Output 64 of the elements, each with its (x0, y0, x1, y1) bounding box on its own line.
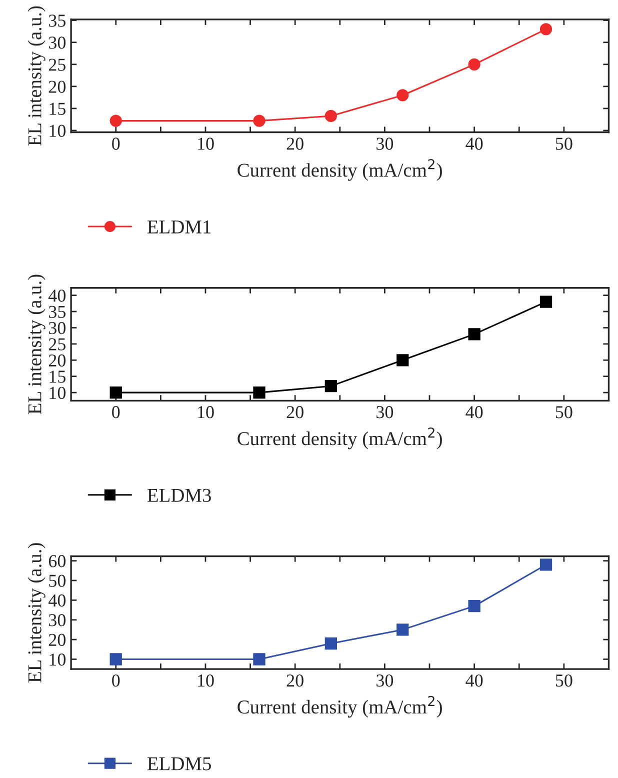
y-tick-label: 35 (49, 306, 66, 318)
y-tick-label: 10 (50, 386, 66, 400)
point (540, 23, 552, 36)
point (110, 653, 122, 666)
x-axis-title: Current density (mA/cm$^{2}$) (238, 696, 442, 718)
point (468, 328, 480, 340)
y-tick-label: 10 (50, 124, 66, 137)
point (253, 114, 266, 127)
y-tick-label: 10 (50, 653, 66, 666)
x-tick-label: 20 (286, 138, 304, 150)
x-tick-label: 20 (286, 674, 304, 687)
y-tick-label: 20 (48, 634, 66, 646)
x-tick-label: 10 (198, 406, 214, 418)
y-tick-label: 30 (49, 322, 66, 334)
point (468, 600, 480, 612)
x-tick-label: 40 (466, 406, 483, 418)
x-tick-label: 30 (376, 138, 394, 150)
x-tick-label: 40 (466, 138, 483, 150)
y-tick-label: 60 (48, 555, 66, 568)
y-tick-label: 25 (48, 58, 66, 71)
legend-label: ELDM5 (147, 757, 211, 770)
legend-label: ELDM3 (147, 488, 211, 502)
x-tick-label: 0 (112, 406, 120, 418)
x-tick-label: 20 (286, 406, 304, 418)
point (253, 386, 266, 399)
x-tick-label: 30 (376, 674, 394, 687)
point (396, 354, 409, 366)
x-tick-label: 50 (556, 674, 572, 687)
point (468, 58, 480, 70)
point (324, 380, 338, 392)
y-axis-title: EL intensity (a.u.) (28, 543, 46, 682)
y-tick-label: 15 (50, 370, 66, 383)
point (110, 114, 122, 127)
y-tick-label: 40 (48, 290, 66, 302)
legend-label: ELDM1 (147, 220, 211, 234)
y-axis-title: EL intensity (a.u.) (28, 274, 46, 414)
x-tick-label: 40 (466, 674, 483, 687)
point (324, 637, 338, 650)
x-tick-label: 50 (556, 406, 572, 418)
x-tick-label: 10 (198, 674, 214, 687)
y-tick-label: 25 (48, 338, 66, 350)
point (396, 624, 409, 636)
point (540, 558, 552, 571)
x-axis-title: Current density (mA/cm$^{2}$) (238, 159, 442, 181)
x-tick-label: 0 (112, 674, 120, 687)
x-tick-label: 10 (198, 138, 214, 150)
point (110, 386, 122, 399)
y-tick-label: 30 (49, 614, 66, 626)
point (540, 296, 552, 308)
y-tick-label: 20 (48, 80, 66, 93)
x-axis-title: Current density (mA/cm$^{2}$) (238, 427, 442, 450)
y-tick-label: 35 (49, 14, 66, 27)
x-tick-label: 50 (556, 138, 572, 150)
y-axis-title: EL intensity (a.u.) (28, 6, 46, 146)
point (396, 89, 409, 102)
x-tick-label: 0 (112, 138, 120, 150)
x-tick-label: 30 (376, 406, 394, 418)
y-tick-label: 20 (48, 354, 66, 367)
point (324, 110, 338, 122)
y-tick-label: 15 (50, 102, 66, 115)
point (253, 653, 266, 666)
y-tick-label: 30 (49, 36, 66, 49)
y-tick-label: 40 (48, 594, 66, 607)
y-tick-label: 50 (49, 574, 66, 587)
